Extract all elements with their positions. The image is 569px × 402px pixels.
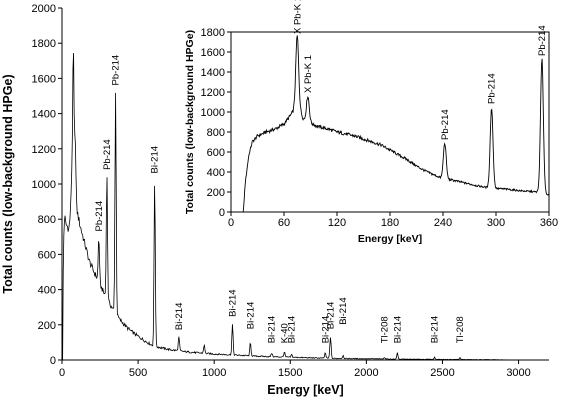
peak-annotation-label: Tl-208 [455,316,466,343]
x-tick-label: 240 [434,217,452,229]
spectrum-series-line [230,35,549,213]
y-tick-label: 1000 [32,179,56,191]
x-tick-label: 2500 [430,367,454,379]
peak-annotation-label: Bi-214 [287,316,298,343]
y-tick-label: 1400 [32,109,56,121]
y-tick-label: 1200 [32,144,56,156]
y-tick-label: 400 [38,285,56,297]
y-tick-label: 2000 [32,3,56,15]
inset-frame [230,31,550,213]
x-tick-label: 300 [487,217,505,229]
peak-annotation-label: Bi-214 [430,316,441,343]
y-tick-label: 0 [219,207,225,219]
peak-annotation-label: Bi-214 [338,297,349,324]
y-tick-label: 1600 [201,47,225,59]
x-tick-label: 120 [328,217,346,229]
peak-annotation-label: Pb-214 [111,55,122,86]
y-tick-label: 800 [38,214,56,226]
x-axis-title: Energy [keV] [267,383,343,397]
x-tick-label: 180 [381,217,399,229]
peak-annotation-label: Bi-214 [227,289,238,316]
x-tick-label: 0 [59,367,65,379]
peak-annotation-label: Tl-208 [379,316,390,343]
peak-annotation-label: Pb-214 [487,73,498,104]
x-tick-label: 500 [129,367,147,379]
y-tick-label: 600 [207,147,225,159]
x-tick-label: 0 [228,217,234,229]
y-tick-label: 1000 [201,107,225,119]
y-tick-label: 1800 [32,38,56,50]
inset-plot: 0 60 120 180 240 300 360 0 200 400 600 800 1000 1200 1… [184,0,558,245]
peak-annotation-label: X Pb-K 1 [292,0,303,34]
x-axis-title: Energy [keV] [358,233,422,245]
x-tick-label: 1000 [202,367,226,379]
peak-annotation-label: Bi-214 [267,316,278,343]
x-tick-label: 2000 [354,367,378,379]
x-tick-label: 1500 [278,367,302,379]
y-tick-label: 200 [38,320,56,332]
y-tick-label: 1600 [32,73,56,85]
y-axis-title: Total counts (low-background HPGe) [1,74,15,293]
peak-annotation-label: Bi-214 [150,146,161,173]
peak-annotation-label: Pb-214 [102,139,113,170]
y-tick-label: 1400 [201,67,225,79]
peak-annotation-label: X Pb-K 1 [303,55,314,93]
peak-annotation-label: Pb-214 [537,25,548,56]
y-tick-label: 600 [38,249,56,261]
y-tick-label: 200 [207,187,225,199]
y-axis-title: Total counts (low-background HPGe) [184,30,196,214]
y-tick-label: 400 [207,167,225,179]
peak-annotation-label: Pb-214 [94,201,105,232]
peak-annotation-label: Bi-214 [174,303,185,330]
y-tick-label: 0 [50,355,56,367]
y-tick-label: 1800 [201,27,225,39]
peak-annotation-label: K-40 [279,323,290,343]
peak-annotation-label: Bi-214 [245,302,256,329]
x-tick-label: 3000 [506,367,530,379]
x-tick-label: 360 [540,217,558,229]
spectrum-series-line [61,52,513,361]
peak-annotation-label: Pb-214 [440,109,451,140]
x-tick-label: 60 [278,217,290,229]
y-tick-label: 1200 [201,87,225,99]
peak-annotation-label: Bi-214 [325,302,336,329]
main-plot: 0 500 1000 1500 2000 2500 30000200400600800100… [1,3,549,397]
peak-annotation-label: Bi-214 [392,316,403,343]
y-tick-label: 800 [207,127,225,139]
peak-annotation-label: Bi-214 [320,316,331,343]
